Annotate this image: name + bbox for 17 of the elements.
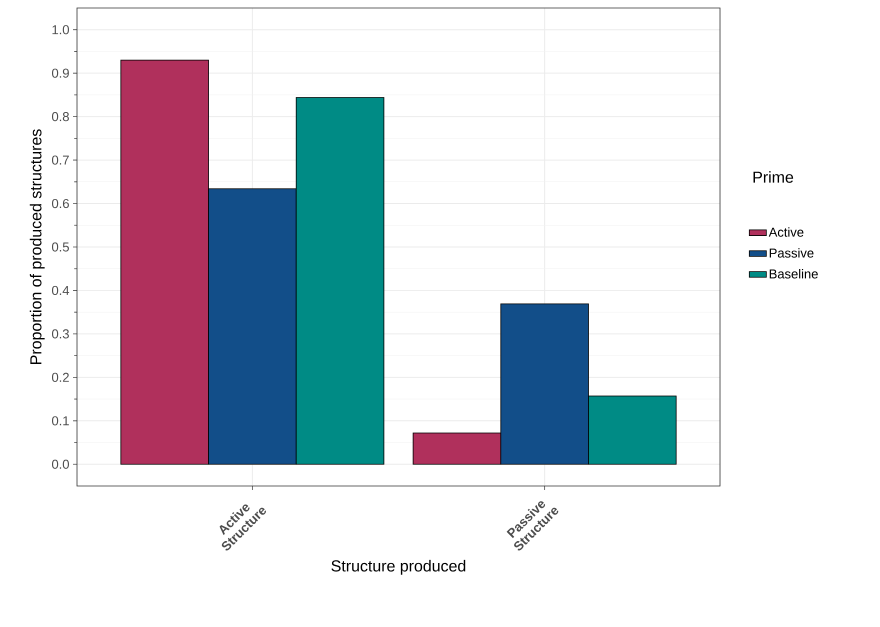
y-tick-label: 0.7 <box>52 155 69 165</box>
legend-title: Prime <box>754 171 794 183</box>
y-tick-label: 1.0 <box>52 25 69 34</box>
y-axis-title: Proportion of produced structures <box>30 129 45 364</box>
y-tick-label: 0.8 <box>52 112 69 122</box>
y-tick-label: 0.3 <box>52 329 69 338</box>
y-tick-label: 0.4 <box>52 286 70 296</box>
y-tick-label: 0.6 <box>52 198 69 208</box>
legend-label: Passive <box>770 248 814 258</box>
y-tick-label: 0.0 <box>52 460 69 469</box>
legend-label: Active <box>768 227 804 237</box>
y-tick-label: 0.5 <box>52 242 69 252</box>
y-tick-label: 0.2 <box>52 372 69 382</box>
x-axis-title: Structure produced <box>331 560 466 575</box>
legend-label: Baseline <box>770 268 818 279</box>
y-tick-label: 0.9 <box>52 68 69 78</box>
y-tick-label: 0.1 <box>52 416 69 426</box>
